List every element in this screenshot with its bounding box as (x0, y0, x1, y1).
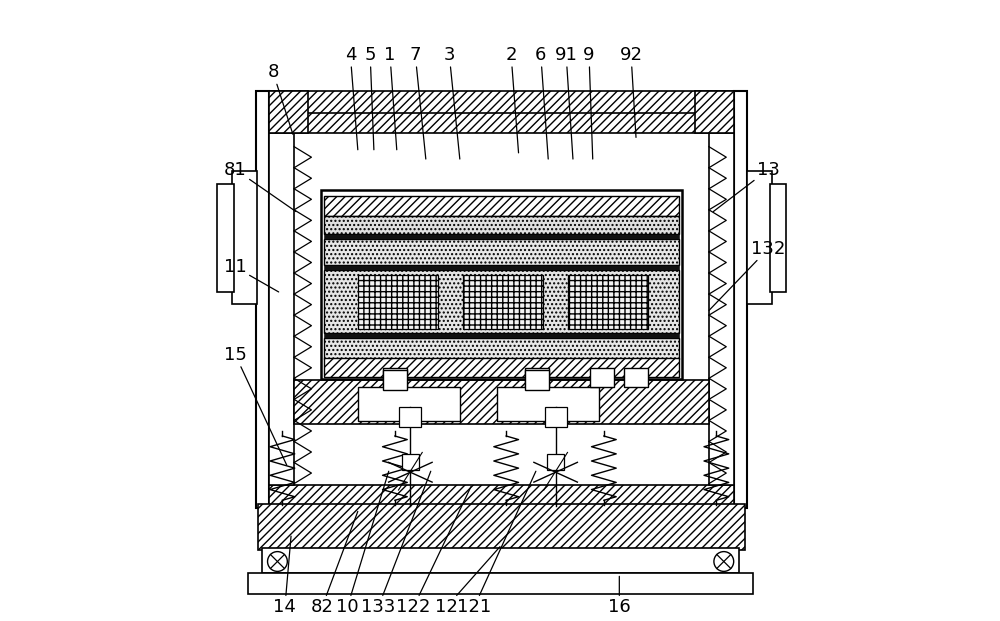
Bar (269, 133, 294, 485)
Text: 132: 132 (709, 240, 785, 310)
Bar (324, 338, 679, 360)
Circle shape (268, 551, 287, 571)
Bar (269, 91, 308, 133)
Bar (624, 368, 648, 386)
Text: 11: 11 (224, 258, 279, 292)
Text: 133: 133 (361, 471, 431, 616)
Bar (324, 234, 679, 240)
Bar (324, 265, 679, 270)
Bar (547, 455, 564, 470)
Bar (294, 380, 709, 424)
Bar (232, 171, 257, 304)
Text: 122: 122 (396, 487, 471, 616)
Bar (262, 548, 739, 573)
Text: 10: 10 (336, 471, 389, 616)
Text: 9: 9 (583, 46, 595, 159)
Bar (525, 370, 549, 389)
Text: 2: 2 (505, 46, 519, 153)
Text: 91: 91 (555, 46, 578, 159)
Bar (269, 485, 734, 509)
Bar (256, 91, 269, 509)
Text: 14: 14 (273, 536, 296, 616)
Bar (321, 190, 682, 379)
Text: 3: 3 (444, 46, 460, 159)
Bar (324, 270, 679, 333)
Bar (383, 370, 407, 389)
Text: 16: 16 (608, 576, 631, 616)
Text: 15: 15 (224, 346, 287, 465)
Bar (497, 386, 599, 420)
Text: 4: 4 (345, 46, 358, 150)
Bar (383, 368, 407, 386)
Text: 5: 5 (364, 46, 376, 150)
Text: 1: 1 (384, 46, 397, 150)
Text: 6: 6 (535, 46, 548, 159)
Bar (358, 386, 460, 420)
Bar (217, 184, 234, 292)
Bar (734, 91, 747, 509)
Bar (747, 171, 772, 304)
Text: 13: 13 (713, 161, 780, 212)
Text: 121: 121 (457, 471, 536, 616)
Bar (269, 91, 734, 114)
Bar (525, 368, 549, 386)
Bar (324, 196, 679, 216)
Text: 92: 92 (620, 46, 643, 137)
Bar (402, 455, 419, 470)
Text: 12: 12 (435, 546, 500, 616)
Bar (258, 504, 745, 550)
Bar (770, 184, 786, 292)
Text: 82: 82 (311, 512, 358, 616)
Bar (324, 358, 679, 377)
Bar (248, 573, 753, 594)
Bar (324, 333, 679, 338)
Bar (358, 274, 438, 329)
Bar (590, 368, 614, 386)
Circle shape (714, 551, 734, 571)
Text: 81: 81 (224, 161, 296, 212)
Bar (545, 407, 567, 427)
Bar (463, 274, 543, 329)
Bar (399, 407, 421, 427)
Text: 8: 8 (267, 63, 293, 134)
Bar (568, 274, 648, 329)
Bar (269, 113, 734, 133)
Bar (709, 133, 734, 485)
Bar (324, 239, 679, 265)
Text: 7: 7 (410, 46, 426, 159)
Bar (324, 216, 679, 235)
Bar (695, 91, 734, 133)
